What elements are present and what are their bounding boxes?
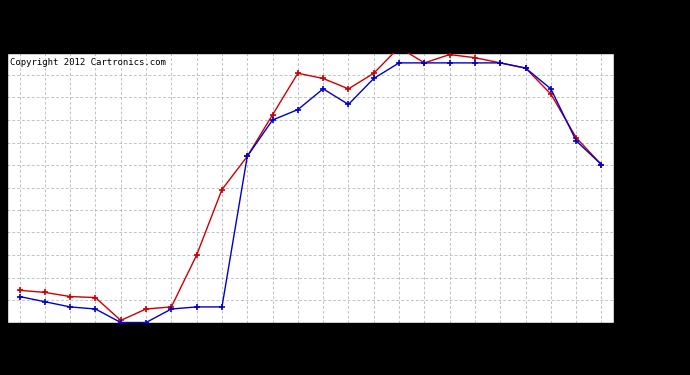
Text: Outdoor Temperature (Red) vs Wind Chill (Blue) (24 Hours) 20120523: Outdoor Temperature (Red) vs Wind Chill … bbox=[34, 17, 587, 31]
Text: Copyright 2012 Cartronics.com: Copyright 2012 Cartronics.com bbox=[10, 58, 166, 67]
